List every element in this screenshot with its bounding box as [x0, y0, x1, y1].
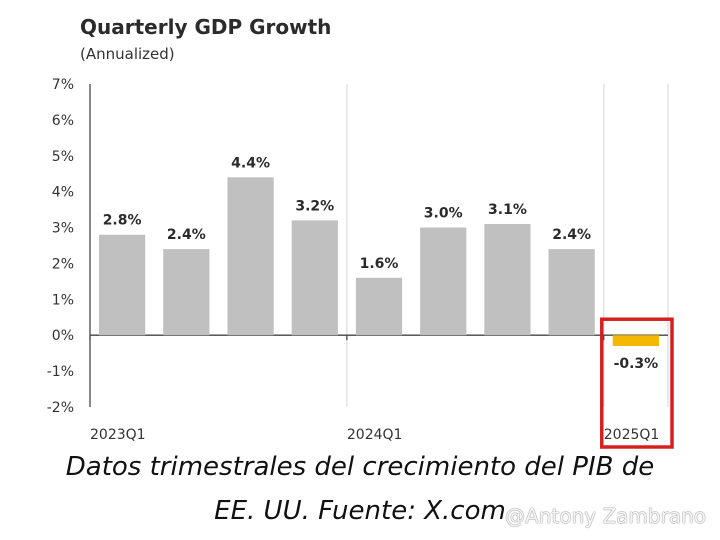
chart-title: Quarterly GDP Growth	[80, 15, 331, 39]
bar-2023Q3	[227, 177, 274, 336]
caption-line-1: Datos trimestrales del crecimiento del P…	[65, 452, 655, 482]
caption-line-2: EE. UU. Fuente: X.com	[214, 496, 506, 526]
bar-2024Q3	[484, 223, 531, 336]
watermark: @Antony Zambrano	[505, 504, 706, 528]
bar-2023Q2	[163, 249, 210, 336]
y-tick-label: 3%	[52, 221, 74, 237]
x-tick-label-2025Q1: 2025Q1	[604, 427, 660, 443]
x-tick-label-2023Q1: 2023Q1	[90, 427, 146, 443]
data-label-2023Q2: 2.4%	[167, 227, 206, 243]
y-tick-label: -2%	[47, 400, 74, 416]
data-label-2024Q3: 3.1%	[488, 202, 527, 218]
highlight	[600, 317, 674, 449]
y-tick-label: 2%	[52, 256, 74, 272]
data-label-2024Q1: 1.6%	[360, 256, 399, 272]
data-label-2023Q3: 4.4%	[231, 155, 270, 171]
data-label-2023Q4: 3.2%	[295, 198, 334, 214]
bars	[98, 177, 660, 346]
y-tick-label: 0%	[52, 328, 74, 344]
x-tick-label-2024Q1: 2024Q1	[347, 427, 403, 443]
y-tick-label: 4%	[52, 185, 74, 201]
y-tick-label: -1%	[47, 364, 74, 380]
data-label-2025Q1: -0.3%	[614, 356, 659, 372]
bar-2024Q4	[548, 249, 595, 336]
bar-2024Q2	[420, 227, 467, 336]
y-tick-label: 1%	[52, 292, 74, 308]
y-tick-label: 6%	[52, 113, 74, 129]
data-label-2024Q2: 3.0%	[424, 206, 463, 222]
gridlines	[89, 84, 669, 407]
axes	[89, 84, 668, 407]
data-labels: 2.8% 2.4% 4.4% 3.2% 1.6% 3.0% 3.1% 2.4% -0.3%	[103, 155, 659, 372]
y-tick-labels: 7% 6% 5% 4% 3% 2% 1% 0% -1% -2%	[47, 77, 74, 416]
gdp-bar-chart: Quarterly GDP Growth (Annualized) 2.8%2.…	[47, 15, 674, 449]
bar-2025Q1	[612, 335, 660, 346]
y-tick-label: 5%	[52, 149, 74, 165]
chart-subtitle: (Annualized)	[80, 45, 175, 63]
bar-2024Q1	[355, 277, 403, 336]
bar-2023Q1	[98, 234, 146, 336]
x-tick-labels: 2023Q1 2024Q1 2025Q1	[90, 427, 659, 443]
data-label-2024Q4: 2.4%	[552, 227, 591, 243]
y-tick-label: 7%	[52, 77, 74, 93]
data-label-2023Q1: 2.8%	[103, 213, 142, 229]
bar-2023Q4	[291, 220, 338, 336]
highlight-box-2025Q1	[600, 317, 674, 449]
